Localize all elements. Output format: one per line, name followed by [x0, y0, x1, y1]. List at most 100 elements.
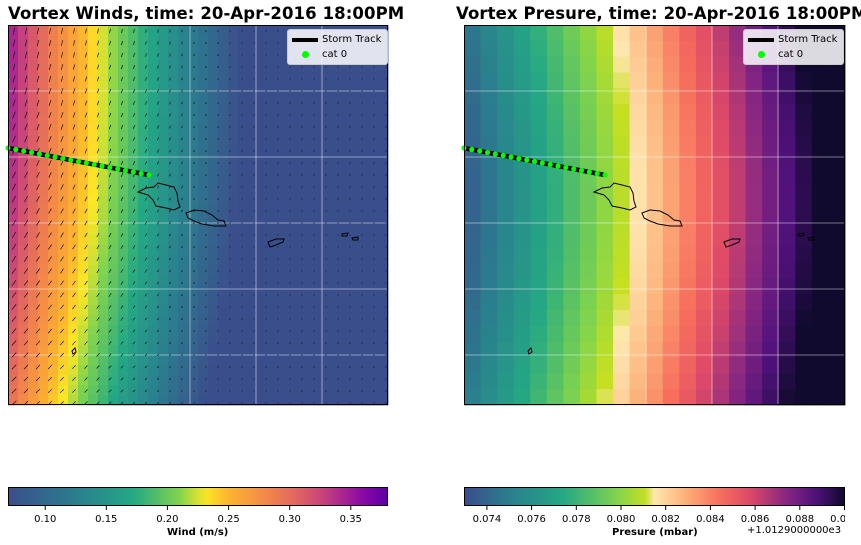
wind-cell [278, 195, 289, 206]
pressure-cell [828, 357, 846, 374]
wind-cell [328, 155, 339, 166]
wind-cell [368, 145, 379, 156]
wind-cell [68, 245, 79, 256]
wind-vector [36, 75, 40, 83]
pressure-cell [497, 167, 515, 184]
wind-cell [78, 275, 89, 286]
pressure-cell [762, 151, 780, 168]
wind-cell [318, 95, 329, 106]
storm-track-point [107, 164, 113, 171]
wind-cell [358, 375, 369, 386]
wind-cell [118, 265, 129, 276]
wind-vector [132, 389, 136, 393]
wind-cell [188, 85, 199, 96]
wind-cell [28, 365, 39, 376]
pressure-cell [464, 357, 481, 374]
wind-cell [8, 95, 19, 106]
wind-cell [168, 115, 179, 126]
wind-vector [169, 137, 171, 141]
wind-cell [78, 175, 89, 186]
wind-cell [28, 225, 39, 236]
pressure-cell [546, 325, 564, 343]
wind-cell [238, 85, 249, 96]
pressure-cell [596, 357, 614, 374]
wind-cell [248, 325, 259, 336]
wind-cell [208, 295, 219, 306]
pressure-cell [464, 104, 481, 121]
wind-vector [84, 328, 88, 334]
wind-vector [157, 101, 159, 105]
wind-vector [169, 89, 171, 93]
wind-cell [148, 35, 159, 46]
wind-vector [120, 148, 124, 154]
pressure-cell [480, 72, 498, 89]
wind-cell [68, 185, 79, 196]
pressure-cell [497, 135, 515, 153]
wind-vector [373, 342, 375, 344]
pressure-cell [629, 167, 647, 184]
wind-cell [288, 305, 299, 316]
wind-vector [181, 402, 183, 404]
wind-cell [338, 345, 349, 356]
pressure-cell [497, 389, 515, 406]
wind-cell [218, 345, 229, 356]
wind-vector [24, 135, 28, 143]
wind-cell [28, 325, 39, 336]
wind-cell [128, 225, 139, 236]
pressure-cell [596, 294, 614, 311]
pressure-cell [530, 310, 548, 327]
wind-vector [349, 306, 351, 308]
pressure-cell [662, 151, 680, 168]
wind-vector [277, 354, 279, 356]
wind-cell [188, 195, 199, 206]
pressure-cell [464, 151, 481, 168]
wind-cell [358, 275, 369, 286]
wind-cell [108, 105, 119, 116]
pressure-cell [729, 373, 747, 390]
wind-vector [121, 52, 123, 58]
wind-cell [128, 365, 139, 376]
wind-cell [68, 75, 79, 86]
pressure-cell [795, 104, 813, 121]
wind-cell [208, 335, 219, 346]
wind-cell [128, 175, 139, 186]
wind-cell [338, 225, 349, 236]
wind-cell [218, 195, 229, 206]
pressure-cell [828, 230, 846, 248]
pressure-cell [679, 341, 697, 358]
wind-vector [120, 124, 124, 130]
pressure-cell [480, 357, 498, 374]
wind-cell [378, 295, 389, 306]
wind-vector [193, 293, 195, 297]
wind-cell [278, 365, 289, 376]
wind-cell [18, 225, 29, 236]
legend-dot-swatch [757, 51, 765, 58]
wind-vector [108, 257, 112, 261]
pressure-cell [778, 373, 796, 390]
wind-cell [78, 195, 89, 206]
wind-cell [288, 175, 299, 186]
wind-cell [338, 145, 349, 156]
wind-cell [298, 295, 309, 306]
wind-cell [228, 245, 239, 256]
wind-vector [84, 244, 88, 250]
pressure-cell [762, 104, 780, 121]
wind-cell [248, 35, 259, 46]
wind-cell [138, 115, 149, 126]
wind-cell [158, 315, 169, 326]
wind-cell [268, 75, 279, 86]
wind-cell [68, 175, 79, 186]
wind-cell [8, 35, 19, 46]
pressure-cell [778, 294, 796, 311]
wind-vector [325, 234, 327, 236]
wind-vector [385, 366, 387, 368]
wind-cell [98, 245, 109, 256]
wind-cell [68, 225, 79, 236]
wind-cell [268, 65, 279, 76]
wind-cell [188, 395, 199, 406]
wind-cell [368, 395, 379, 406]
wind-cell [178, 355, 189, 366]
wind-cell [78, 375, 89, 386]
wind-cell [98, 35, 109, 46]
wind-cell [338, 235, 349, 246]
